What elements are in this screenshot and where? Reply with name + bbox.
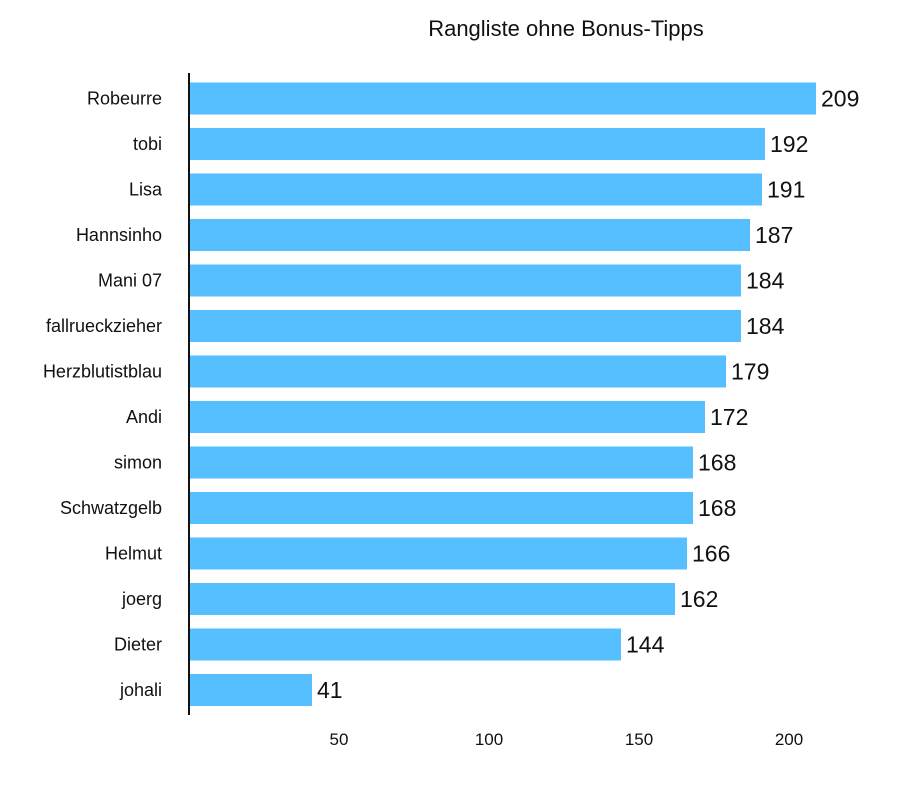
bar (190, 628, 621, 661)
bar (190, 173, 762, 206)
bar (190, 583, 675, 615)
data-label: 41 (317, 677, 343, 703)
category-label: Dieter (114, 635, 162, 655)
bar (190, 537, 687, 570)
category-label: fallrueckzieher (46, 316, 162, 336)
category-label: Robeurre (87, 89, 162, 109)
category-label: joerg (121, 589, 162, 609)
bars-group (190, 82, 816, 706)
category-label: Hannsinho (76, 225, 162, 245)
category-label: Andi (126, 407, 162, 427)
bar (190, 128, 765, 160)
bar (190, 492, 693, 524)
category-label: simon (114, 453, 162, 473)
x-tick-label: 150 (625, 730, 653, 749)
x-tick-label: 100 (475, 730, 503, 749)
data-label: 184 (746, 268, 785, 294)
bar (190, 310, 741, 342)
category-labels: Robeurre tobi Lisa Hannsinho Mani 07 fallruec… (43, 89, 163, 701)
category-label: johali (119, 680, 162, 700)
category-label: Helmut (105, 544, 162, 564)
x-tick-label: 50 (330, 730, 349, 749)
bar (190, 264, 741, 297)
data-label: 179 (731, 359, 769, 385)
data-label: 168 (698, 450, 736, 476)
bar (190, 401, 705, 433)
bar (190, 446, 693, 479)
data-label: 191 (767, 177, 805, 203)
data-label: 162 (680, 586, 718, 612)
category-label: Lisa (129, 180, 163, 200)
data-label: 209 (821, 86, 859, 112)
bar (190, 355, 726, 388)
bar (190, 82, 816, 115)
value-labels: 209 192 191 187 184 184 179 172 168 168 166 162 144 4… (317, 86, 859, 704)
data-label: 192 (770, 131, 808, 157)
data-label: 172 (710, 404, 748, 430)
chart-title: Rangliste ohne Bonus-Tipps (428, 16, 704, 41)
data-label: 184 (746, 313, 785, 339)
data-label: 168 (698, 495, 736, 521)
category-label: Mani 07 (98, 271, 162, 291)
data-label: 166 (692, 541, 730, 567)
category-label: Herzblutistblau (43, 362, 162, 382)
data-label: 187 (755, 222, 793, 248)
category-label: tobi (133, 134, 162, 154)
bar (190, 674, 312, 706)
data-label: 144 (626, 632, 665, 658)
category-label: Schwatzgelb (60, 498, 162, 518)
x-axis-tick-labels: 50 100 150 200 (330, 730, 804, 749)
bar (190, 219, 750, 251)
x-tick-label: 200 (775, 730, 803, 749)
